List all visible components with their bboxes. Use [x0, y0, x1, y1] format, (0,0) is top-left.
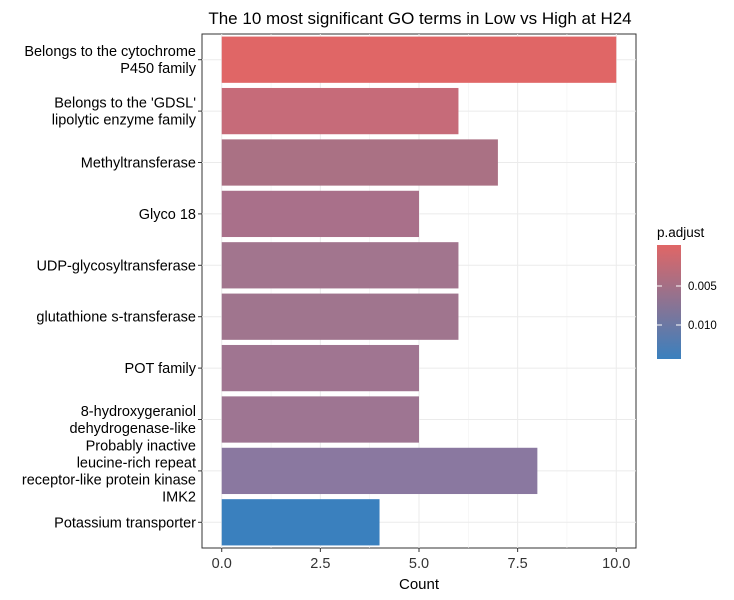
bar — [221, 396, 419, 443]
bar — [221, 242, 459, 289]
bar — [221, 499, 380, 546]
bars — [221, 36, 617, 546]
x-axis-ticks: 0.0 2.5 5.0 7.5 10.0 — [212, 548, 630, 572]
category-label: Glyco 18 — [139, 207, 196, 223]
bar — [221, 447, 538, 495]
category-label: Probably inactive leucine-rich repeat rece… — [22, 438, 196, 505]
category-label: Methyltransferase — [81, 156, 196, 172]
x-tick-label: 5.0 — [409, 556, 429, 572]
category-label: Belongs to the cytochrome P450 family — [24, 44, 196, 77]
bar — [221, 293, 459, 340]
category-labels: Belongs to the cytochrome P450 family Belo… — [22, 44, 202, 531]
legend-ticks: 0.005 0.010 — [657, 281, 717, 332]
category-label: Potassium transporter — [54, 515, 196, 531]
category-label: POT family — [125, 361, 197, 377]
legend-tick-label: 0.005 — [688, 281, 717, 293]
legend-colorbar — [657, 245, 681, 359]
bar — [221, 139, 498, 186]
category-label: Belongs to the 'GDSL' lipolytic enzyme fa… — [52, 96, 197, 129]
legend-title: p.adjust — [657, 225, 705, 240]
bar — [221, 87, 459, 135]
bar — [221, 344, 419, 392]
legend-tick-label: 0.010 — [688, 320, 717, 332]
x-tick-label: 0.0 — [212, 556, 232, 572]
category-label: UDP-glycosyltransferase — [36, 258, 196, 274]
category-label: 8-hydroxygeraniol dehydrogenase-like — [69, 404, 196, 437]
chart-title: The 10 most significant GO terms in Low … — [208, 9, 631, 28]
plot-panel — [201, 33, 637, 549]
x-axis-title: Count — [399, 576, 440, 593]
category-label: glutathione s-transferase — [36, 310, 196, 326]
x-tick-label: 7.5 — [508, 556, 528, 572]
x-tick-label: 2.5 — [310, 556, 330, 572]
bar — [221, 36, 617, 83]
bar — [221, 190, 419, 238]
legend: p.adjust 0.005 0.010 — [657, 225, 717, 359]
x-tick-label: 10.0 — [602, 556, 630, 572]
